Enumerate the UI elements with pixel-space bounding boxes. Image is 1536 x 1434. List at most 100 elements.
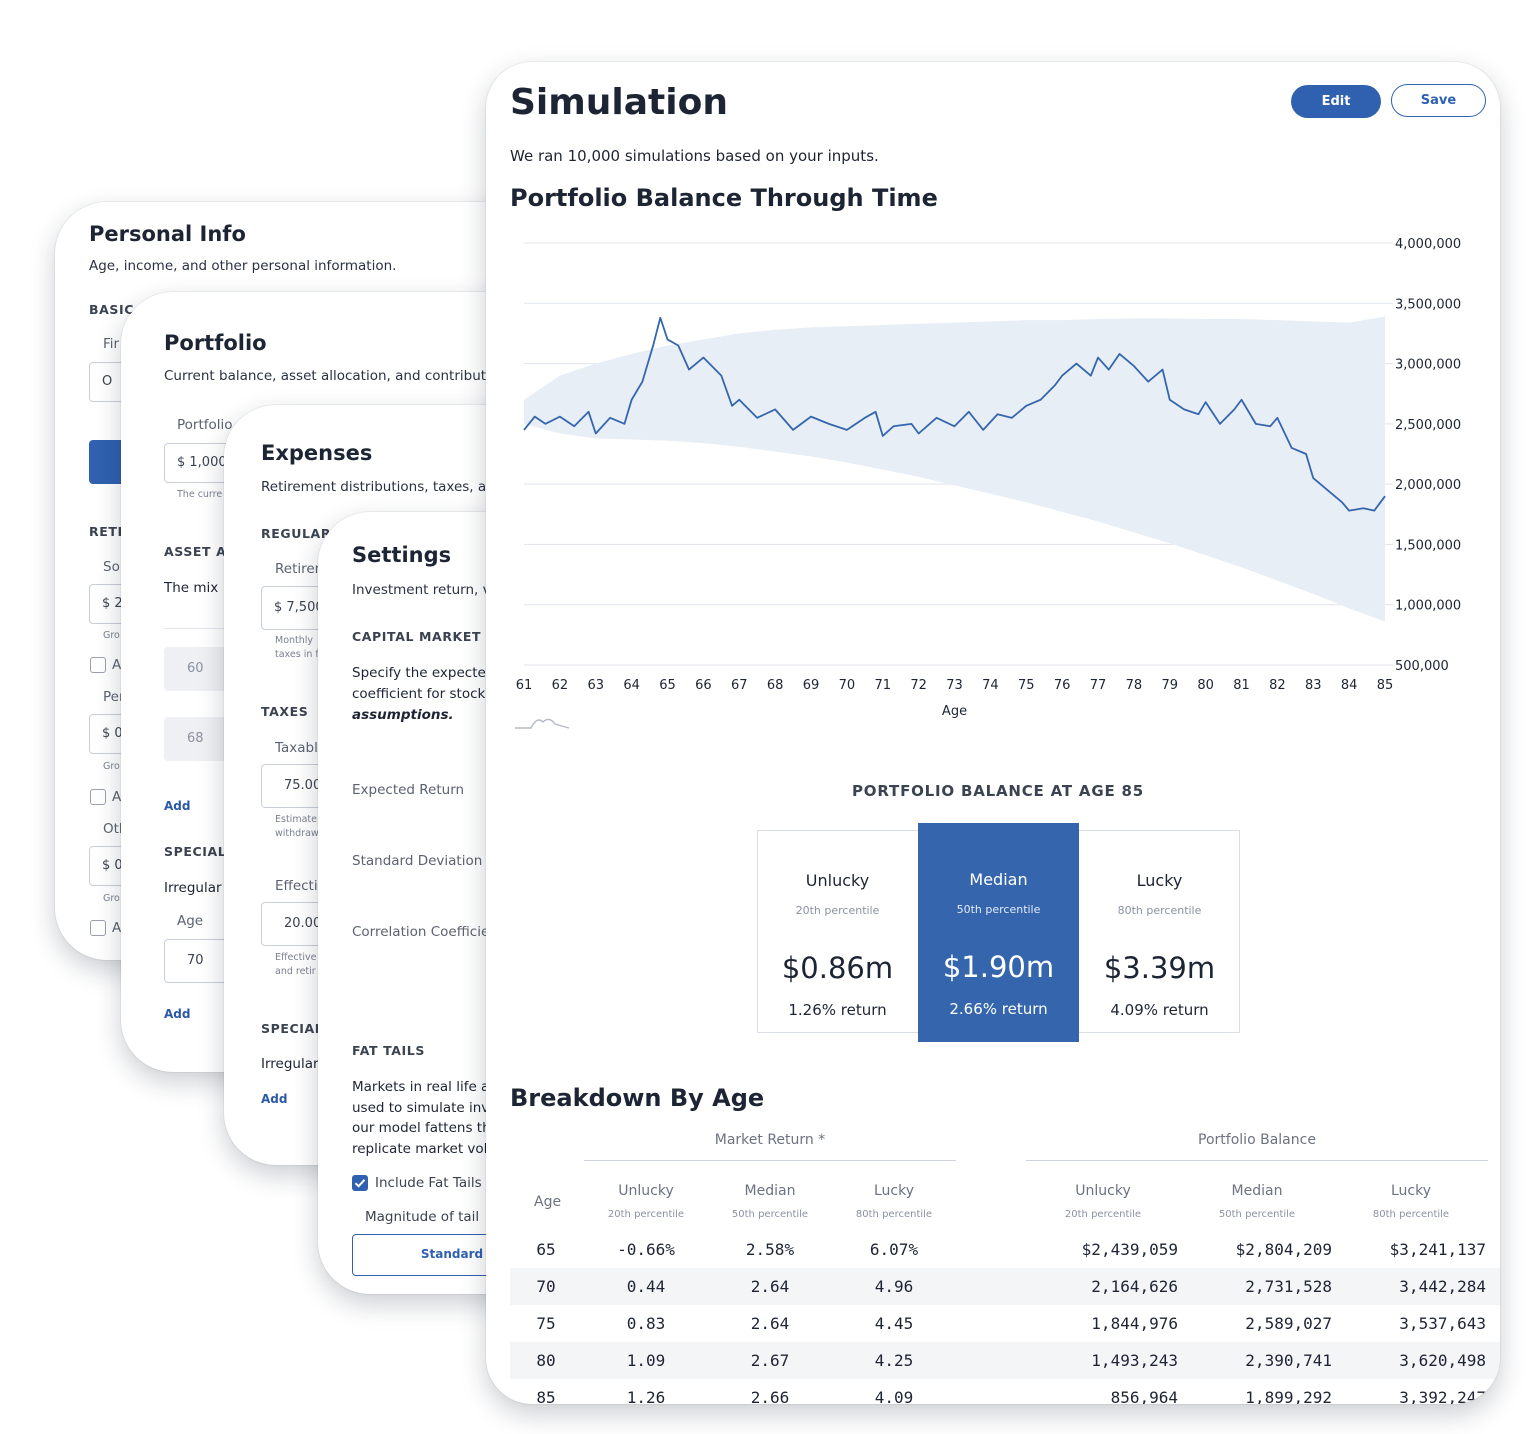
- table-cell: 2,589,027: [1245, 1314, 1332, 1333]
- fat-tails-desc-2: used to simulate inv: [352, 1100, 490, 1116]
- x-tick-label: 82: [1269, 678, 1286, 693]
- include-fat-tails-checkbox[interactable]: [352, 1175, 368, 1191]
- outcome-lucky-return: 4.09% return: [1110, 1001, 1209, 1019]
- outcome-lucky-percentile: 80th percentile: [1117, 904, 1202, 917]
- column-subheader-lucky-balance: 80th percentile: [1372, 1209, 1450, 1220]
- outcome-unlucky-value: $0.86m: [781, 951, 894, 985]
- pension-help: Gro: [103, 761, 120, 772]
- asset-allocation-heading: ASSET A: [164, 544, 227, 559]
- basic-section-heading: BASIC: [89, 302, 135, 317]
- table-cell: 2.67: [750, 1351, 790, 1370]
- irregular-expense-label: Irregular: [261, 1056, 319, 1072]
- expenses-subtitle: Retirement distributions, taxes, a: [261, 479, 487, 495]
- personal-info-title: Personal Info: [89, 222, 246, 246]
- portfolio-balance-chart: 500,000 1,000,000 1,500,000 2,000,000 2,500,…: [516, 237, 1461, 719]
- column-header-median-balance: Median: [1231, 1183, 1283, 1199]
- column-header-lucky-balance: Lucky: [1390, 1183, 1432, 1199]
- edit-button[interactable]: Edit: [1291, 85, 1381, 118]
- asset-allocation-description: The mix: [164, 580, 219, 596]
- effective-rate-help-1: Effective: [275, 952, 317, 963]
- standard-deviation-label: Standard Deviation: [352, 853, 483, 869]
- taxable-help-2: withdraw: [275, 828, 319, 839]
- x-tick-label: 77: [1090, 678, 1107, 693]
- save-button[interactable]: Save: [1391, 84, 1486, 117]
- table-cell: 1.26: [626, 1388, 666, 1404]
- table-cell: 1.09: [626, 1351, 666, 1370]
- outcome-median-label: Median: [969, 870, 1028, 889]
- x-tick-label: 73: [946, 678, 963, 693]
- social-security-checkbox-label: A: [112, 657, 122, 673]
- x-tick-label: 79: [1161, 678, 1178, 693]
- x-tick-label: 78: [1126, 678, 1143, 693]
- portfolio-balance-group-rule: [1026, 1160, 1488, 1161]
- table-cell-age: 85: [536, 1388, 556, 1404]
- column-subheader-unlucky-balance: 20th percentile: [1064, 1209, 1142, 1220]
- column-subheader-unlucky-return: 20th percentile: [607, 1209, 685, 1220]
- outcome-unlucky-label: Unlucky: [805, 871, 870, 890]
- y-tick-label: 3,500,000: [1395, 297, 1461, 312]
- table-cell: 3,537,643: [1399, 1314, 1486, 1333]
- table-cell: 2.64: [750, 1277, 790, 1296]
- table-cell: 2,164,626: [1091, 1277, 1178, 1296]
- other-income-help: Gro: [103, 893, 120, 904]
- table-cell-age: 75: [536, 1314, 556, 1333]
- table-row: [510, 1342, 1500, 1379]
- outcome-lucky-label: Lucky: [1136, 871, 1183, 890]
- chart-title: Portfolio Balance Through Time: [510, 184, 938, 212]
- retirement-section-heading: RETI: [89, 524, 123, 539]
- table-cell: 1,899,292: [1245, 1388, 1332, 1404]
- table-cell-age: 80: [536, 1351, 556, 1370]
- expenses-title: Expenses: [261, 441, 373, 465]
- other-income-checkbox[interactable]: [90, 920, 106, 936]
- table-cell-age: 65: [536, 1240, 556, 1259]
- x-tick-label: 65: [659, 678, 676, 693]
- x-tick-label: 66: [695, 678, 712, 693]
- table-cell: 4.25: [874, 1351, 914, 1370]
- include-fat-tails-label: Include Fat Tails: [375, 1175, 482, 1191]
- capital-market-desc-1: Specify the expecte: [352, 665, 486, 681]
- standard-button[interactable]: Standard: [352, 1234, 548, 1276]
- expense-add-link[interactable]: Add: [261, 1092, 288, 1106]
- x-tick-label: 64: [623, 678, 640, 693]
- regular-expenses-heading: REGULAR: [261, 526, 332, 541]
- portfolio-balance-label: Portfolio: [177, 417, 233, 433]
- table-cell: 3,620,498: [1399, 1351, 1486, 1370]
- column-header-unlucky-balance: Unlucky: [1075, 1183, 1131, 1199]
- irregular-contribution-label: Irregular: [164, 880, 222, 896]
- x-tick-label: 62: [552, 678, 569, 693]
- x-tick-label: 72: [910, 678, 927, 693]
- x-tick-label: 67: [731, 678, 748, 693]
- special-expenses-heading: SPECIAL: [261, 1021, 324, 1036]
- taxes-heading: TAXES: [261, 704, 309, 719]
- breakdown-title: Breakdown By Age: [510, 1084, 765, 1112]
- pension-checkbox-label: A: [112, 789, 122, 805]
- chart-mini-icon[interactable]: [513, 712, 573, 732]
- table-cell: $2,804,209: [1235, 1240, 1332, 1259]
- other-income-checkbox-label: A: [112, 920, 122, 936]
- social-security-checkbox[interactable]: [90, 657, 106, 673]
- retirement-spending-help-1: Monthly: [275, 635, 314, 646]
- x-tick-label: 63: [587, 678, 604, 693]
- x-tick-label: 84: [1341, 678, 1358, 693]
- allocation-add-link[interactable]: Add: [164, 799, 191, 813]
- x-tick-label: 68: [767, 678, 784, 693]
- magnitude-label: Magnitude of tail: [365, 1209, 480, 1225]
- y-tick-label: 500,000: [1395, 659, 1449, 674]
- x-tick-label: 75: [1018, 678, 1035, 693]
- taxable-help-1: Estimate: [275, 814, 317, 825]
- expected-return-label: Expected Return: [352, 782, 465, 798]
- x-tick-label: 80: [1197, 678, 1214, 693]
- contribution-age-label: Age: [177, 913, 204, 929]
- table-cell: 1,493,243: [1091, 1351, 1178, 1370]
- outcome-median-value: $1.90m: [942, 950, 1055, 984]
- table-cell: 2.64: [750, 1314, 790, 1333]
- fat-tails-heading: FAT TAILS: [352, 1043, 425, 1058]
- contribution-add-link[interactable]: Add: [164, 1007, 191, 1021]
- table-cell: 0.83: [626, 1314, 666, 1333]
- table-cell: 4.45: [874, 1314, 914, 1333]
- table-cell: 2.58%: [745, 1240, 795, 1259]
- pension-checkbox[interactable]: [90, 789, 106, 805]
- column-subheader-median-return: 50th percentile: [731, 1209, 809, 1220]
- effective-rate-help-2: and retir: [275, 966, 316, 977]
- checkmark-icon: [354, 1179, 366, 1188]
